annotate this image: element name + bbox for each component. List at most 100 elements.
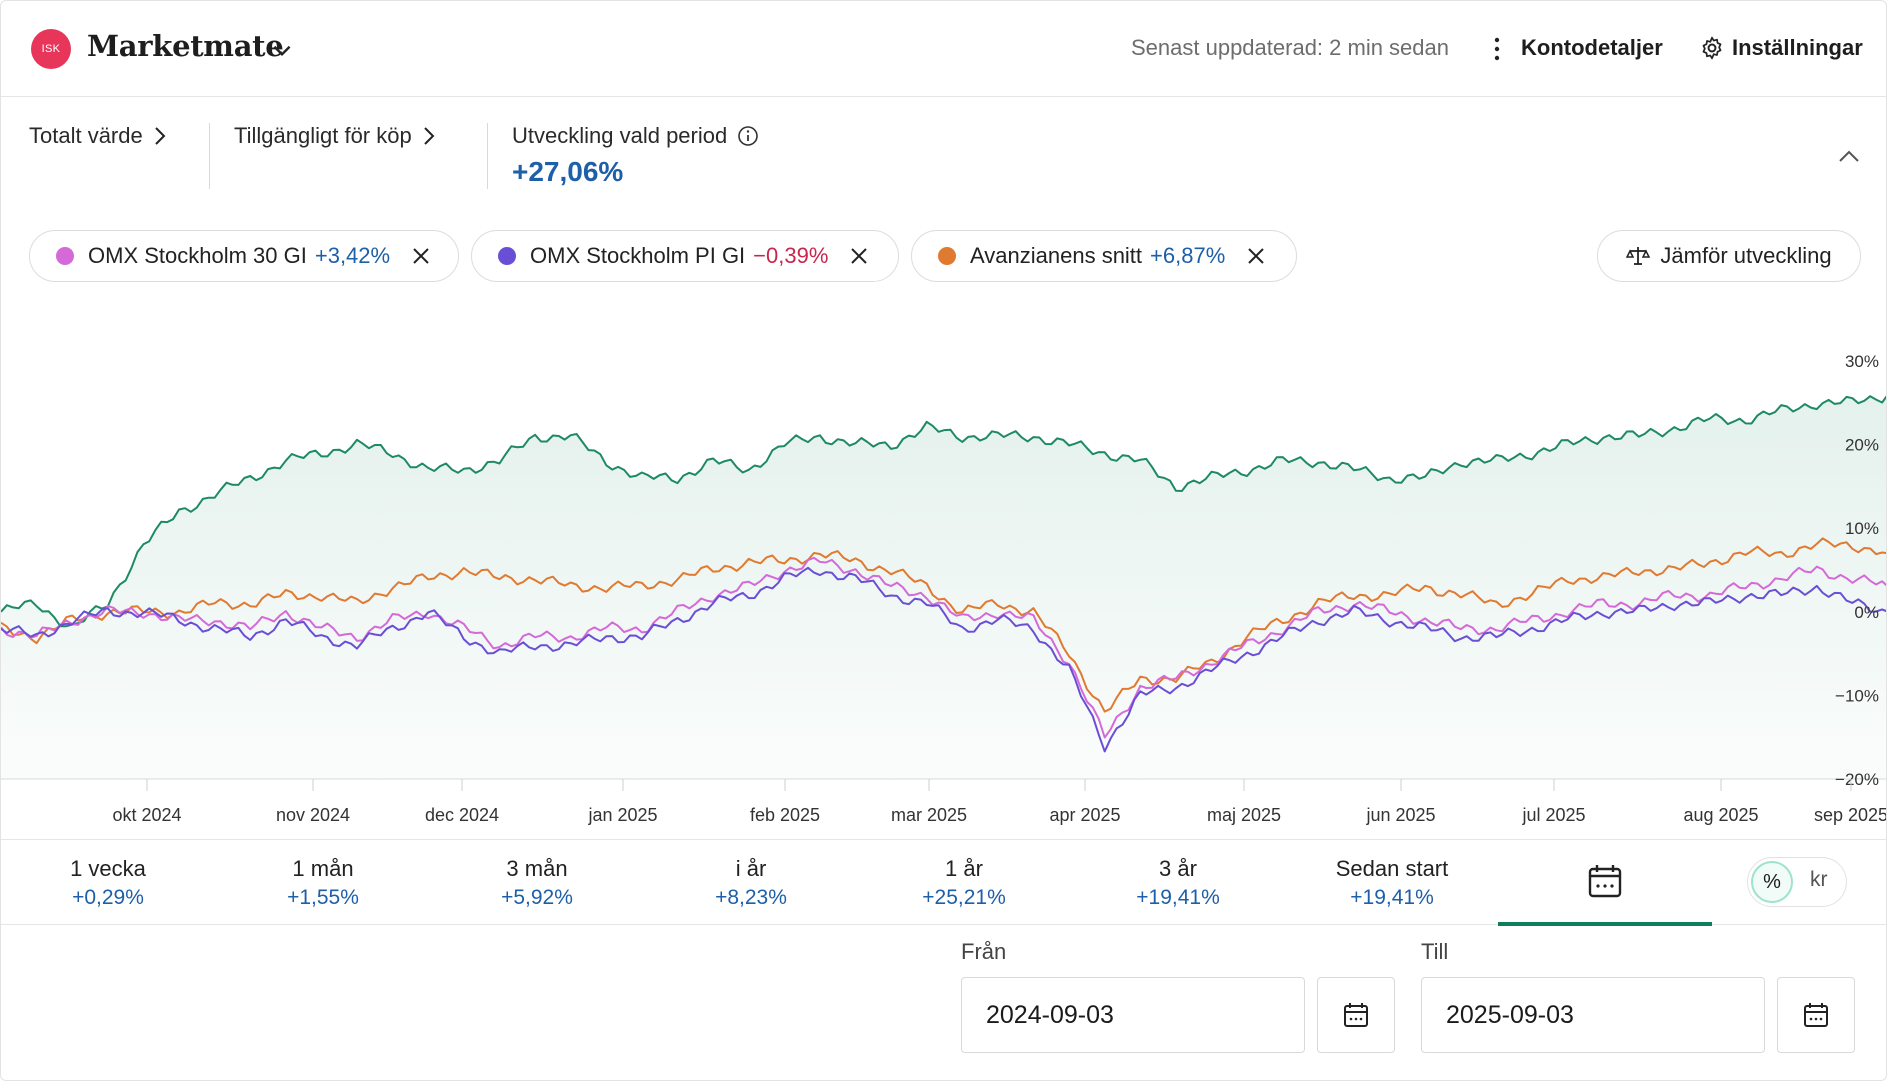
period-value: +27,06% bbox=[512, 156, 624, 187]
unit-toggle[interactable]: % kr bbox=[1747, 857, 1847, 907]
y-tick-label: 0% bbox=[1854, 603, 1879, 622]
tab-1-month[interactable]: 1 mån +1,55% bbox=[238, 840, 408, 926]
settings-link[interactable]: Inställningar bbox=[1732, 35, 1863, 60]
info-icon[interactable] bbox=[737, 125, 759, 147]
tab-since-start[interactable]: Sedan start +19,41% bbox=[1307, 840, 1477, 926]
tab-1-week[interactable]: 1 vecka +0,29% bbox=[23, 840, 193, 926]
tab-label: Sedan start bbox=[1335, 856, 1449, 881]
series-color-dot bbox=[938, 247, 956, 265]
x-tick-label: apr 2025 bbox=[1049, 805, 1120, 825]
chip-value: +3,42% bbox=[314, 243, 391, 268]
to-date-input[interactable]: 2025-09-03 bbox=[1421, 977, 1765, 1053]
compare-chip-omxs30[interactable]: OMX Stockholm 30 GI +3,42% bbox=[29, 230, 459, 282]
tab-value: +8,23% bbox=[715, 886, 787, 909]
x-tick-label: nov 2024 bbox=[276, 805, 350, 825]
chip-label: OMX Stockholm PI GI bbox=[530, 243, 746, 268]
tab-ytd[interactable]: i år +8,23% bbox=[666, 840, 836, 926]
last-updated-text: Senast uppdaterad: 2 min sedan bbox=[1131, 35, 1450, 60]
tab-label: 1 vecka bbox=[70, 856, 146, 881]
tab-value: +19,41% bbox=[1136, 886, 1220, 909]
chevron-right-icon bbox=[155, 127, 166, 145]
chip-value: +6,87% bbox=[1150, 243, 1226, 268]
y-tick-label: 30% bbox=[1845, 352, 1879, 371]
calendar-icon bbox=[1588, 865, 1622, 898]
x-tick-label: okt 2024 bbox=[112, 805, 181, 825]
compare-development-button[interactable]: Jämför utveckling bbox=[1597, 230, 1861, 282]
close-icon[interactable] bbox=[410, 245, 432, 267]
more-vertical-icon[interactable] bbox=[1493, 35, 1501, 63]
compare-development-label: Jämför utveckling bbox=[1660, 243, 1832, 268]
account-details-link[interactable]: Kontodetaljer bbox=[1521, 35, 1663, 60]
chevron-up-icon[interactable] bbox=[1834, 145, 1864, 169]
toggle-kr[interactable]: kr bbox=[1810, 868, 1828, 891]
y-tick-label: 20% bbox=[1845, 436, 1879, 455]
x-tick-label: sep 2025 bbox=[1814, 805, 1887, 825]
calendar-icon bbox=[1804, 1003, 1828, 1027]
tab-label: 1 mån bbox=[292, 856, 354, 881]
chip-label: OMX Stockholm 30 GI bbox=[88, 243, 307, 268]
performance-chart[interactable]: 30% 20% 10% 0% −10% −20% okt 2024 nov 2024 dec … bbox=[1, 301, 1887, 841]
divider bbox=[209, 123, 210, 189]
portfolio-area bbox=[1, 396, 1886, 779]
from-date-input[interactable]: 2024-09-03 bbox=[961, 977, 1305, 1053]
tab-label: 1 år bbox=[945, 856, 983, 881]
account-title[interactable]: Marketmate bbox=[87, 29, 284, 63]
tab-3-years[interactable]: 3 år +19,41% bbox=[1093, 840, 1263, 926]
tab-label: 3 mån bbox=[506, 856, 568, 881]
x-tick-label: dec 2024 bbox=[425, 805, 499, 825]
period-tabs: 1 vecka +0,29% 1 mån +1,55% 3 mån +5,92%… bbox=[1, 839, 1886, 926]
gear-icon[interactable] bbox=[1699, 35, 1725, 61]
to-date-picker-button[interactable] bbox=[1777, 977, 1855, 1053]
x-tick-label: jul 2025 bbox=[1521, 805, 1585, 825]
available-label: Tillgängligt för köp bbox=[234, 123, 412, 148]
series-line-0 bbox=[1, 395, 1886, 628]
tab-value: +19,41% bbox=[1350, 886, 1434, 909]
to-label: Till bbox=[1421, 939, 1449, 964]
divider bbox=[487, 123, 488, 189]
total-value-link[interactable]: Totalt värde bbox=[29, 123, 167, 149]
x-tick-label: jun 2025 bbox=[1365, 805, 1435, 825]
series-line-3 bbox=[1, 566, 1886, 753]
compare-chip-omxspi[interactable]: OMX Stockholm PI GI −0,39% bbox=[471, 230, 899, 282]
tab-value: +25,21% bbox=[922, 886, 1006, 909]
close-icon[interactable] bbox=[848, 245, 870, 267]
from-label: Från bbox=[961, 939, 1007, 964]
period-development: Utveckling vald period bbox=[512, 123, 759, 149]
chevron-down-icon[interactable] bbox=[269, 37, 295, 63]
y-tick-label: 10% bbox=[1845, 519, 1879, 538]
scale-icon bbox=[1626, 247, 1651, 265]
series-line-1 bbox=[1, 537, 1886, 713]
toggle-percent[interactable]: % bbox=[1751, 861, 1793, 903]
chevron-right-icon bbox=[424, 127, 435, 145]
from-date-picker-button[interactable] bbox=[1317, 977, 1395, 1053]
x-tick-label: aug 2025 bbox=[1683, 805, 1758, 825]
x-tick-label: mar 2025 bbox=[891, 805, 967, 825]
close-icon[interactable] bbox=[1245, 245, 1267, 267]
tab-label: 3 år bbox=[1159, 856, 1197, 881]
compare-chip-avanzianer[interactable]: Avanzianens snitt +6,87% bbox=[911, 230, 1297, 282]
y-tick-label: −20% bbox=[1835, 770, 1879, 789]
tab-1-year[interactable]: 1 år +25,21% bbox=[879, 840, 1049, 926]
x-tick-label: jan 2025 bbox=[587, 805, 657, 825]
tab-value: +5,92% bbox=[501, 886, 573, 909]
chip-value: −0,39% bbox=[753, 243, 829, 268]
isk-badge: ISK bbox=[31, 29, 71, 69]
tab-value: +1,55% bbox=[287, 886, 359, 909]
y-tick-label: −10% bbox=[1835, 686, 1879, 705]
period-label: Utveckling vald period bbox=[512, 123, 728, 148]
series-color-dot bbox=[498, 247, 516, 265]
chip-label: Avanzianens snitt bbox=[970, 243, 1143, 268]
tab-label: i år bbox=[735, 856, 767, 881]
total-value-label: Totalt värde bbox=[29, 123, 143, 148]
series-color-dot bbox=[56, 247, 74, 265]
header: ISK Marketmate Senast uppdaterad: 2 min … bbox=[1, 1, 1886, 97]
tab-3-months[interactable]: 3 mån +5,92% bbox=[452, 840, 622, 926]
series-line-2 bbox=[1, 556, 1886, 739]
x-tick-label: maj 2025 bbox=[1207, 805, 1281, 825]
available-link[interactable]: Tillgängligt för köp bbox=[234, 123, 436, 149]
tab-custom-range[interactable] bbox=[1498, 840, 1712, 926]
tab-value: +0,29% bbox=[72, 886, 144, 909]
x-tick-label: feb 2025 bbox=[750, 805, 820, 825]
calendar-icon bbox=[1344, 1003, 1368, 1027]
